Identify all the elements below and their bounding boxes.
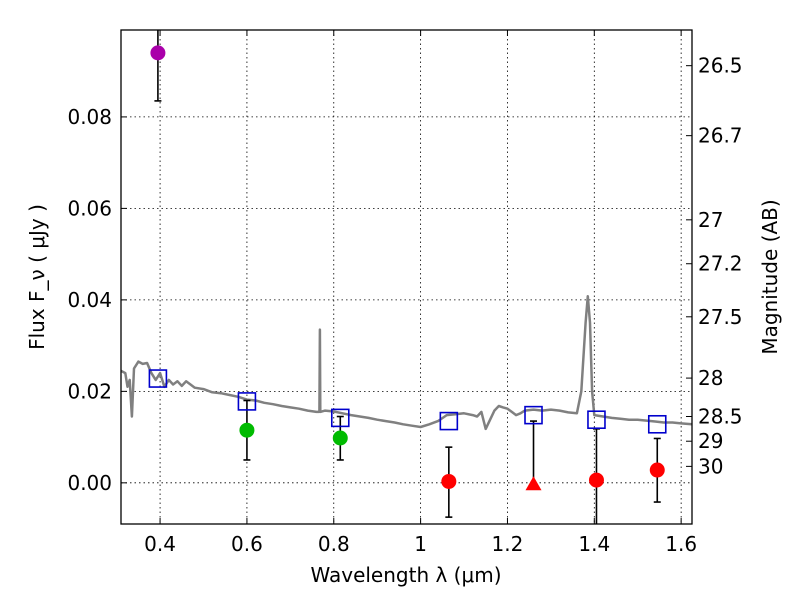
observed-point [441,473,457,489]
y-tick-label: 0.00 [67,471,112,495]
x-tick-label: 1.6 [665,532,697,556]
model-point [524,405,543,425]
model-spectrum-layer [120,294,693,431]
y-tick-label: 0.02 [67,379,112,403]
x-tick-label: 0.6 [231,532,263,556]
right-tick-label: 30 [698,454,723,478]
model-point [330,408,350,428]
model-points-layer [148,369,667,434]
model-point [237,392,257,411]
x-tick-label: 1.2 [492,532,524,556]
observed-point [150,45,166,61]
right-tick-label: 29 [698,429,723,453]
model-point [647,414,667,434]
right-tick-label: 27 [698,208,723,232]
x-tick-label: 0.4 [144,532,176,556]
right-tick-label: 28.5 [698,405,743,429]
model-point [587,410,606,430]
observed-point [649,462,665,478]
observed-points-layer [150,45,665,491]
model-point [148,369,168,388]
model-spectrum-line [120,294,693,431]
right-tick-label: 27.2 [698,252,743,276]
grid-lines [121,30,692,524]
x-tick-label: 1 [414,532,427,556]
y-tick-label: 0.08 [67,105,112,129]
x-ticks: 0.4 0.6 0.8 1 1.2 1.4 1.6 [144,30,697,556]
y-ticks: 0.00 0.02 0.04 0.06 0.08 [67,105,127,495]
x-axis-label: Wavelength λ (μm) [310,563,501,587]
x-tick-label: 0.8 [318,532,350,556]
right-tick-label: 26.5 [698,54,743,78]
y-axis-label: Flux F_ν ( μJy ) [25,204,49,350]
y-tick-label: 0.06 [67,196,112,220]
right-tick-label: 28 [698,366,723,390]
observed-upper-limit-marker [525,476,542,491]
errorbars-layer [154,30,661,524]
model-point [439,411,459,431]
right-tick-label: 27.5 [698,305,743,329]
y-tick-label: 0.04 [67,288,112,312]
plot-frame [120,29,693,525]
x-tick-label: 1.4 [578,532,610,556]
right-axis-label: Magnitude (AB) [758,199,782,354]
observed-point [239,422,255,438]
observed-point [588,472,604,488]
observed-point [332,430,348,446]
right-tick-label: 26.7 [698,124,743,148]
